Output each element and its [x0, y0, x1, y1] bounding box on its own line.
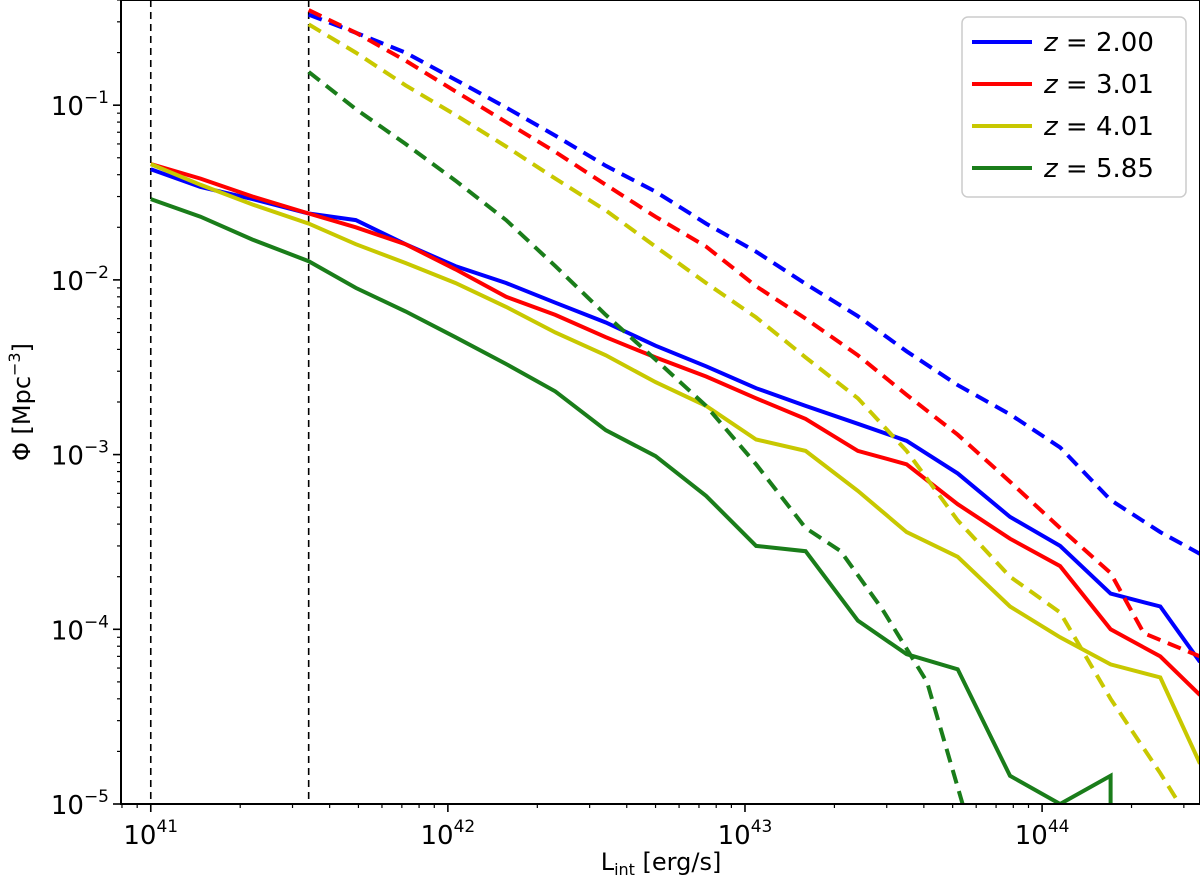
series-7-dashed-line [307, 70, 965, 804]
series-5-dashed-line [307, 8, 1200, 659]
x-tick-label: 1043 [718, 817, 773, 851]
series-lines [150, 8, 1200, 804]
y-tick-label: 10−5 [51, 787, 109, 821]
series-2-solid-line [150, 162, 1200, 765]
legend: z = 2.00 z = 3.01 z = 4.01 z = 5.85 [961, 16, 1187, 198]
x-tick-label: 1041 [123, 817, 178, 851]
x-tick-label: 1044 [1015, 817, 1070, 851]
y-tick-label: 10−3 [51, 438, 109, 472]
x-axis-label: Lint [erg/s] [601, 848, 722, 878]
legend-label-0: z = 2.00 [1043, 28, 1154, 58]
axis-ticks: 1041 1042 1043 1044 10−5 10−4 10−3 10−2 10−1 [51, 0, 1185, 851]
series-0-solid-line [150, 167, 1200, 664]
legend-label-3: z = 5.85 [1043, 154, 1154, 184]
reference-lines [149, 0, 310, 804]
legend-label-1: z = 3.01 [1043, 70, 1154, 100]
x-tick-label: 1042 [421, 817, 476, 851]
series-4-dashed-line [307, 12, 1200, 556]
series-3-solid-line [150, 197, 1113, 804]
legend-label-2: z = 4.01 [1043, 112, 1154, 142]
y-tick-label: 10−2 [51, 263, 109, 297]
series-1-solid-line [150, 162, 1200, 697]
y-tick-label: 10−4 [51, 612, 109, 646]
y-tick-label: 10−1 [51, 88, 109, 122]
y-axis-label: Φ [Mpc−3] [5, 343, 36, 461]
legend-box [961, 16, 1187, 198]
series-6-dashed-line [307, 22, 1182, 804]
